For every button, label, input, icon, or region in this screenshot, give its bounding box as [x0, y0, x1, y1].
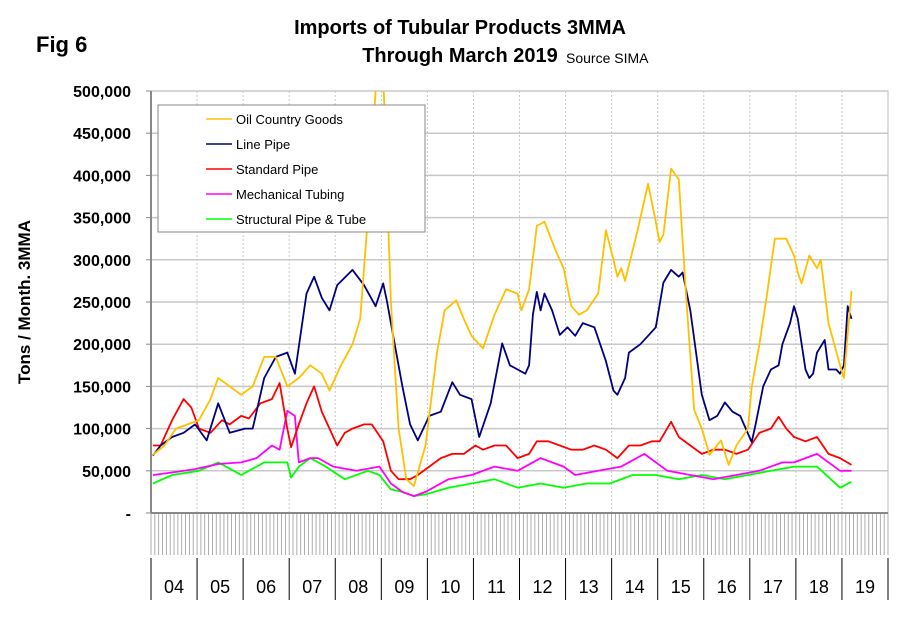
title-line-2: Through March 2019 [362, 45, 558, 67]
series-line-mechanical-tubing [152, 409, 852, 498]
series-line-standard-pipe [152, 382, 852, 481]
y-tick-label: 50,000 [82, 464, 131, 481]
y-tick-label: 500,000 [73, 84, 131, 101]
y-tick-label: 200,000 [73, 337, 131, 354]
chart-title: Imports of Tubular Products 3MMA Through… [240, 14, 680, 70]
x-tick-label: 15 [671, 577, 691, 597]
x-tick-label: 19 [855, 577, 875, 597]
y-tick-label: 100,000 [73, 422, 131, 439]
x-tick-label: 14 [625, 577, 645, 597]
source-note: Source SIMA [566, 50, 649, 66]
legend-label: Line Pipe [236, 137, 290, 152]
y-tick-label: 300,000 [73, 253, 131, 270]
x-tick-label: 05 [210, 577, 230, 597]
x-tick-label: 04 [164, 577, 184, 597]
x-tick-label: 13 [579, 577, 599, 597]
y-tick-label: 350,000 [73, 211, 131, 228]
x-tick-label: 08 [348, 577, 368, 597]
x-tick-label: 07 [302, 577, 322, 597]
x-tick-label: 10 [440, 577, 460, 597]
x-tick-label: 11 [487, 577, 506, 597]
legend-box [157, 104, 426, 233]
x-tick-label: 12 [533, 577, 553, 597]
x-tick-label: 18 [809, 577, 829, 597]
x-tick-label: 09 [394, 577, 414, 597]
y-tick-label: - [126, 506, 131, 523]
series-line-structural-pipe-tube [152, 457, 852, 498]
legend-label: Mechanical Tubing [236, 187, 344, 202]
legend-label: Standard Pipe [236, 162, 318, 177]
x-tick-label: 06 [256, 577, 276, 597]
figure-label: Fig 6 [36, 32, 88, 57]
y-tick-label: 400,000 [73, 168, 131, 185]
y-axis-title: Tons / Month. 3MMA [15, 220, 34, 384]
y-tick-label: 450,000 [73, 126, 131, 143]
series-line-line-pipe [152, 268, 853, 457]
legend-label: Structural Pipe & Tube [236, 212, 366, 227]
x-tick-label: 16 [717, 577, 737, 597]
x-tick-label: 17 [763, 577, 783, 597]
y-tick-label: 250,000 [73, 295, 131, 312]
title-line-1: Imports of Tubular Products 3MMA [294, 17, 626, 39]
y-tick-label: 150,000 [73, 379, 131, 396]
legend-label: Oil Country Goods [236, 112, 343, 127]
series-line-oil-country-goods [152, 91, 853, 487]
